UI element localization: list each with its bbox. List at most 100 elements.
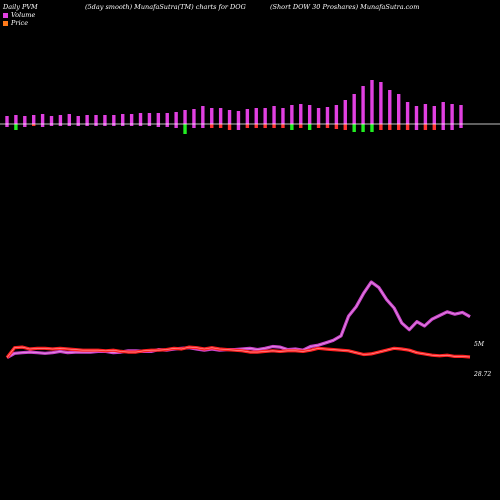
legend: Volume Price [3, 11, 35, 27]
volume-bar-negative [414, 124, 419, 130]
volume-bar [5, 116, 9, 124]
volume-bar-negative [441, 124, 445, 130]
volume-bar-negative [76, 124, 80, 126]
volume-bar [227, 110, 232, 124]
volume-bar-negative [218, 124, 223, 128]
volume-bar [76, 116, 80, 124]
volume-bar [254, 108, 258, 124]
volume-bar [423, 104, 428, 124]
volume-bar-negative [263, 124, 267, 128]
volume-bar [218, 108, 223, 124]
price-end-label: 28.72 [473, 371, 491, 378]
volume-bar-negative [245, 124, 250, 128]
volume-bar [103, 115, 107, 124]
volume-bar [450, 104, 454, 124]
volume-bar-negative [94, 124, 98, 126]
volume-bar [245, 109, 250, 124]
volume-bar-negative [343, 124, 347, 130]
volume-bar-negative [379, 124, 383, 130]
volume-bar [299, 104, 303, 124]
volume-bar [210, 108, 214, 124]
volume-bar-negative [388, 124, 392, 130]
volume-bar [307, 105, 312, 124]
volume-bar [112, 115, 116, 124]
volume-bar-negative [32, 124, 36, 126]
volume-bar-negative [396, 124, 401, 130]
volume-bar [263, 108, 267, 124]
volume-bar-negative [210, 124, 214, 128]
volume-bar-negative [423, 124, 428, 130]
volume-bar-negative [156, 124, 161, 127]
volume-bar [40, 114, 45, 124]
volume-bar [58, 115, 63, 124]
volume-bar-negative [165, 124, 169, 127]
volume-bar-negative [23, 124, 27, 127]
volume-bar-negative [201, 124, 205, 128]
volume-bar [316, 108, 321, 124]
volume-bar [396, 94, 401, 124]
legend-swatch-volume [3, 12, 8, 18]
volume-bar [379, 82, 383, 124]
volume-bar [272, 106, 276, 124]
volume-bar [192, 109, 196, 124]
volume-bar-negative [254, 124, 258, 128]
volume-bar-negative [432, 124, 436, 130]
volume-bar-negative [67, 124, 72, 126]
volume-bars-group [5, 80, 463, 134]
volume-bar-negative [174, 124, 178, 128]
volume-bar [174, 112, 178, 124]
volume-bar-negative [121, 124, 125, 126]
volume-bar [459, 105, 463, 124]
volume-bar-negative [183, 124, 187, 134]
volume-bar [325, 107, 330, 124]
price-line-highlight [6, 346, 471, 358]
header-center: (5day smooth) MunafaSutra(TM) charts for… [85, 3, 246, 11]
volume-bar [361, 86, 365, 124]
volume-bar-negative [40, 124, 45, 127]
volume-bar [14, 115, 18, 124]
volume-bar-negative [5, 124, 9, 127]
volume-bar [32, 115, 36, 124]
volume-bar [281, 108, 285, 124]
legend-label-volume: Volume [11, 11, 36, 19]
volume-bar-negative [352, 124, 356, 132]
volume-bar [432, 106, 436, 124]
volume-bar-negative [49, 124, 54, 126]
volume-bar-negative [361, 124, 365, 132]
volume-bar-negative [58, 124, 63, 126]
volume-bar [129, 114, 134, 124]
volume-bar-negative [299, 124, 303, 128]
header-right: (Short DOW 30 Proshares) MunafaSutra.com [270, 3, 420, 11]
volume-bar [290, 105, 294, 124]
volume-bar-negative [370, 124, 374, 132]
volume-bar [183, 110, 187, 124]
volume-bar-negative [459, 124, 463, 128]
volume-bar-negative [290, 124, 294, 130]
volume-bar-negative [85, 124, 89, 126]
legend-item-price: Price [3, 19, 35, 27]
volume-bar [165, 113, 169, 124]
volume-bar-negative [14, 124, 18, 130]
volume-bar [94, 115, 98, 124]
volume-bar-negative [138, 124, 143, 126]
volume-bar [370, 80, 374, 124]
volume-bar [49, 116, 54, 124]
volume-bar [67, 114, 72, 124]
volume-bar [388, 90, 392, 124]
volume-bar-negative [316, 124, 321, 128]
volume-bar [405, 102, 410, 124]
volume-line [6, 280, 471, 359]
volume-bar [343, 100, 347, 124]
volume-bar-negative [334, 124, 339, 129]
volume-end-label: 5M [474, 341, 485, 348]
volume-bar-negative [129, 124, 134, 126]
legend-label-price: Price [11, 19, 29, 27]
volume-bar [85, 115, 89, 124]
volume-bar-negative [103, 124, 107, 126]
volume-bar-negative [405, 124, 410, 130]
volume-bar [23, 116, 27, 124]
volume-bar [236, 111, 241, 124]
volume-bar [441, 102, 445, 124]
